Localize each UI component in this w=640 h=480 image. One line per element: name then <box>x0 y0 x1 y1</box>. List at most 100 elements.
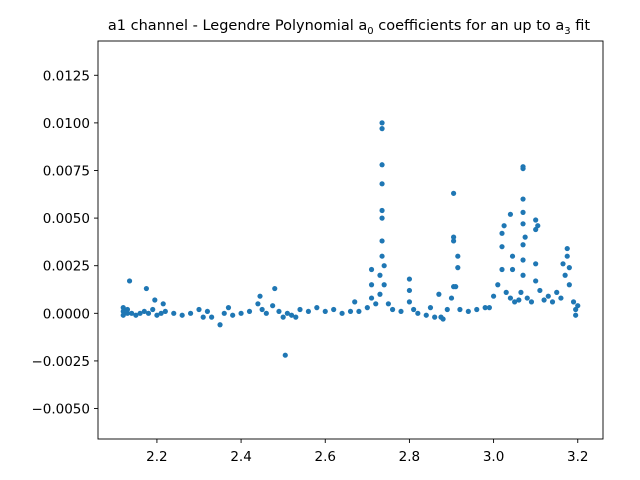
chart-title: a1 channel - Legendre Polynomial a0 coef… <box>108 18 590 37</box>
data-point <box>520 257 526 263</box>
chart-title-main: a1 channel - Legendre Polynomial a <box>108 18 367 34</box>
y-tick-label: −0.0050 <box>31 402 90 418</box>
data-point <box>522 234 528 240</box>
data-point <box>187 310 194 316</box>
data-point <box>196 306 202 313</box>
data-point <box>453 284 459 290</box>
axes-frame <box>97 40 604 440</box>
data-point <box>570 299 577 305</box>
axes-background <box>98 41 603 439</box>
data-point <box>564 253 570 259</box>
data-point <box>160 301 166 307</box>
y-tick-label: 0.0025 <box>43 259 90 275</box>
data-point <box>509 266 516 273</box>
data-point <box>406 299 413 305</box>
data-point <box>141 308 147 315</box>
data-point <box>524 295 530 301</box>
data-point <box>520 164 526 170</box>
data-point <box>364 305 370 311</box>
data-point <box>451 234 457 240</box>
data-point <box>246 308 253 315</box>
data-point <box>255 301 261 307</box>
data-point <box>221 310 227 316</box>
y-tick-label: 0.0050 <box>43 211 90 227</box>
data-point <box>411 306 417 313</box>
data-point <box>518 289 524 295</box>
data-point <box>379 253 385 259</box>
data-point <box>373 301 379 307</box>
data-point <box>474 306 480 313</box>
data-point <box>533 278 539 284</box>
data-point <box>520 221 526 227</box>
data-point <box>282 352 288 358</box>
data-point <box>209 314 215 320</box>
data-point <box>152 297 158 303</box>
data-point <box>499 244 505 250</box>
data-point <box>314 305 320 311</box>
data-point <box>179 312 185 318</box>
data-point <box>322 308 328 315</box>
data-point <box>444 306 450 313</box>
data-point <box>436 291 442 297</box>
data-point <box>356 308 362 315</box>
y-axis-ticks: −0.0050 −0.0025 0.0000 0.0025 0.0050 0.0075 0.… <box>31 68 98 418</box>
data-point <box>288 312 295 318</box>
data-point <box>377 291 383 297</box>
y-tick-label: 0.0075 <box>43 163 90 179</box>
data-point <box>503 289 509 295</box>
data-point <box>455 265 461 271</box>
data-point <box>129 310 135 316</box>
chart-title-subscript-1: 0 <box>367 26 373 37</box>
data-point <box>533 261 539 267</box>
data-point <box>120 312 126 318</box>
data-point <box>368 282 375 288</box>
data-point <box>225 305 232 311</box>
data-point <box>137 310 143 316</box>
data-point <box>124 310 131 316</box>
data-point <box>272 285 278 292</box>
data-point <box>263 310 269 316</box>
data-point <box>533 226 539 233</box>
data-point <box>520 242 526 248</box>
chart-title-tail: fit <box>571 18 591 34</box>
data-point <box>158 310 164 316</box>
data-point <box>171 310 177 316</box>
x-tick-label: 2.2 <box>146 449 167 465</box>
y-tick-label: 0.0125 <box>43 68 90 84</box>
data-point <box>564 245 570 252</box>
data-point <box>379 181 385 187</box>
x-axis-ticks: 2.2 2.4 2.6 2.8 3.0 3.2 <box>146 439 588 465</box>
data-point <box>259 306 265 313</box>
data-point <box>448 295 455 301</box>
data-point <box>126 278 133 284</box>
data-point <box>575 303 581 309</box>
data-point <box>347 308 354 315</box>
data-point <box>507 295 514 301</box>
data-point <box>120 305 126 311</box>
data-point <box>520 272 526 278</box>
data-point <box>331 306 337 313</box>
data-point <box>486 305 492 311</box>
data-point <box>562 272 568 278</box>
data-point <box>145 310 152 316</box>
data-point <box>270 303 276 309</box>
data-point <box>495 282 501 288</box>
data-point <box>451 190 457 196</box>
data-point <box>305 308 312 315</box>
data-point <box>124 306 131 313</box>
data-point <box>230 312 236 318</box>
data-point <box>451 238 457 244</box>
data-point <box>162 308 168 315</box>
data-point <box>297 306 303 313</box>
data-point <box>293 314 299 320</box>
data-point <box>217 322 223 328</box>
x-tick-label: 3.2 <box>567 449 588 465</box>
x-tick-label: 2.8 <box>399 449 420 465</box>
data-point <box>533 217 539 223</box>
data-point <box>379 162 385 168</box>
data-point <box>238 310 244 316</box>
data-point <box>120 308 126 315</box>
data-point <box>541 297 547 303</box>
data-point <box>440 316 446 322</box>
